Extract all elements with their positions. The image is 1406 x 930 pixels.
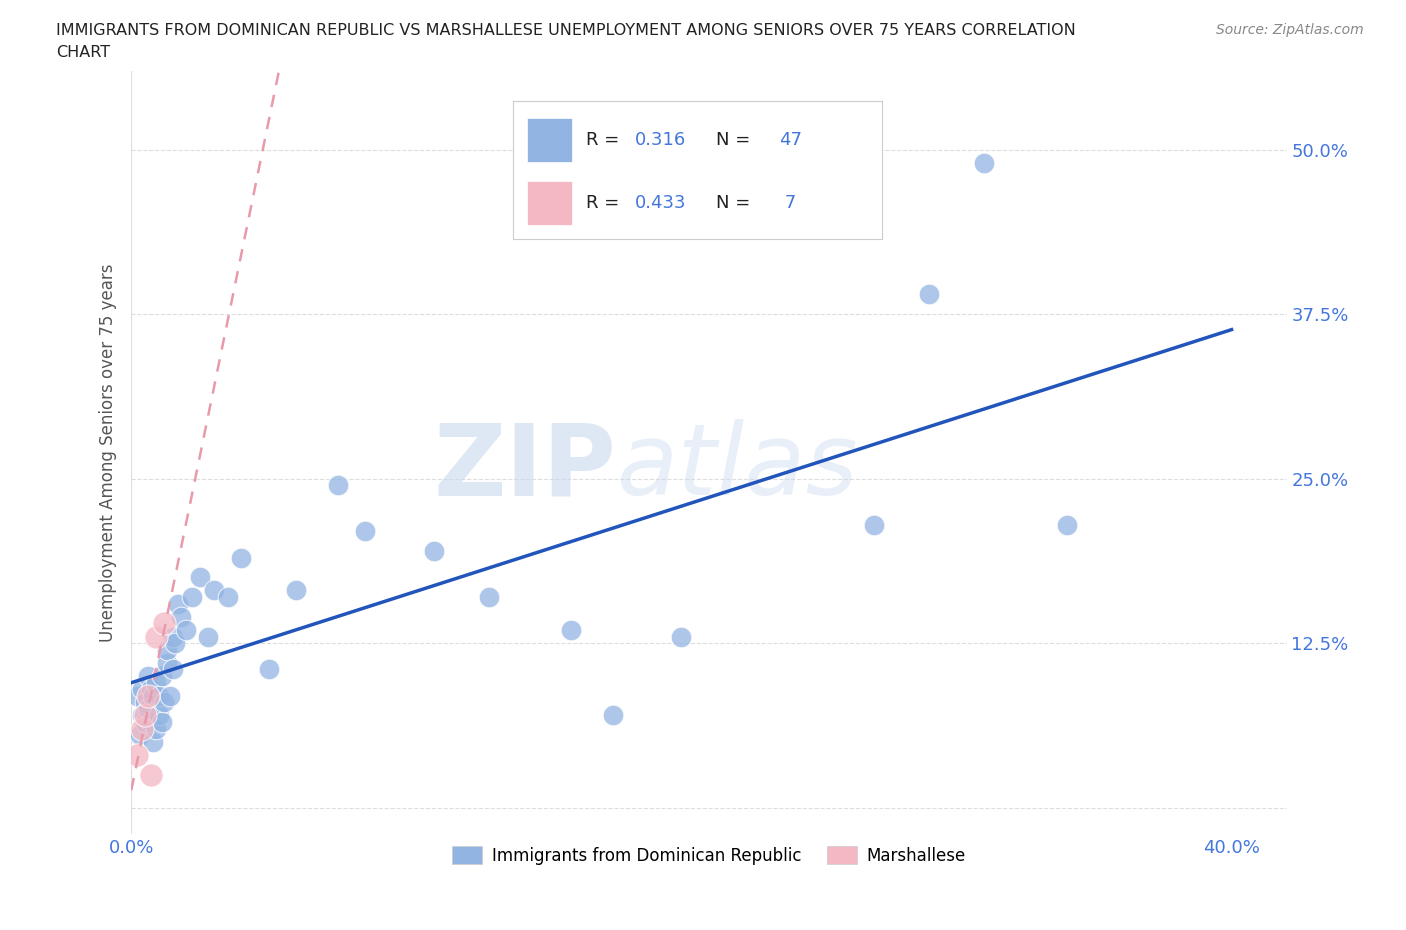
Point [139, 714, 162, 729]
Point [478, 590, 501, 604]
Point [150, 669, 173, 684]
Y-axis label: Unemployment Among Seniors over 75 years: Unemployment Among Seniors over 75 years [100, 263, 117, 642]
Point [131, 708, 153, 723]
Point [145, 629, 167, 644]
Point [145, 721, 167, 736]
Point [131, 682, 153, 697]
Point [167, 596, 190, 611]
Point [423, 543, 446, 558]
Point [128, 728, 150, 743]
Point [148, 688, 170, 703]
Point [156, 643, 179, 658]
Point [162, 629, 184, 644]
Point [257, 662, 280, 677]
Point [136, 701, 159, 716]
Point [231, 551, 253, 565]
Point [125, 688, 148, 703]
Point [125, 748, 148, 763]
Point [153, 695, 176, 710]
Point [285, 583, 308, 598]
Point [150, 714, 173, 729]
Point [134, 708, 156, 723]
Point [136, 669, 159, 684]
Legend: Immigrants from Dominican Republic, Marshallese: Immigrants from Dominican Republic, Mars… [446, 840, 973, 871]
Point [973, 155, 995, 170]
Point [159, 688, 181, 703]
Point [139, 682, 162, 697]
Point [136, 688, 159, 703]
Point [217, 590, 239, 604]
Point [202, 583, 225, 598]
Point [134, 695, 156, 710]
Point [671, 629, 693, 644]
Text: CHART: CHART [56, 45, 110, 60]
Point [153, 616, 176, 631]
Point [165, 636, 187, 651]
Point [139, 767, 162, 782]
Point [145, 675, 167, 690]
Point [174, 622, 197, 637]
Text: ZIP: ZIP [433, 419, 616, 516]
Point [188, 570, 211, 585]
Point [354, 524, 377, 538]
Point [918, 287, 941, 302]
Point [863, 517, 886, 532]
Point [156, 656, 179, 671]
Text: atlas: atlas [616, 419, 858, 516]
Point [148, 708, 170, 723]
Point [180, 590, 202, 604]
Point [142, 688, 165, 703]
Text: IMMIGRANTS FROM DOMINICAN REPUBLIC VS MARSHALLESE UNEMPLOYMENT AMONG SENIORS OVE: IMMIGRANTS FROM DOMINICAN REPUBLIC VS MA… [56, 23, 1076, 38]
Text: Source: ZipAtlas.com: Source: ZipAtlas.com [1216, 23, 1364, 37]
Point [134, 714, 156, 729]
Point [560, 622, 582, 637]
Point [197, 629, 219, 644]
Point [326, 478, 349, 493]
Point [142, 735, 165, 750]
Point [602, 708, 624, 723]
Point [170, 609, 193, 624]
Point [131, 721, 153, 736]
Point [1056, 517, 1078, 532]
Point [162, 662, 184, 677]
